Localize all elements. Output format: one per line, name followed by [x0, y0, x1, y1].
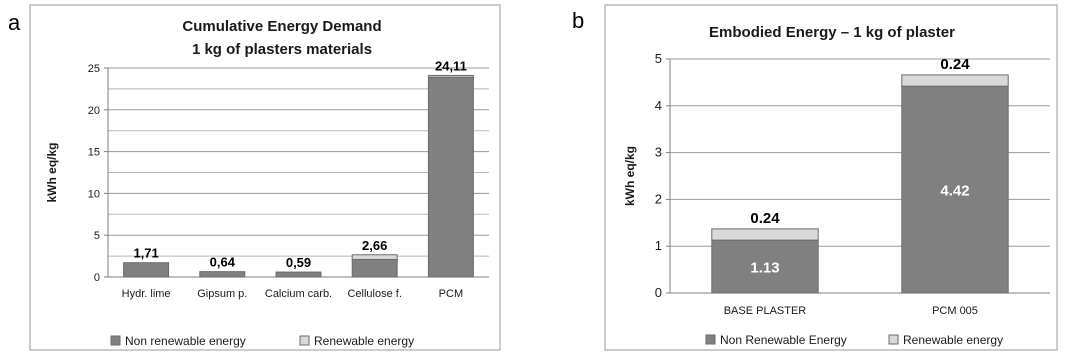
- data-label-total-hydr-lime: 1,71: [133, 246, 158, 261]
- bar-calcium-carb-non-renewable-energy: [275, 271, 322, 278]
- y-axis-label: kWh eq/kg: [623, 146, 637, 206]
- legend-label-renewable-energy: Renewable energy: [903, 333, 1003, 347]
- bar-pcm-005-renewable-energy: [901, 74, 1009, 87]
- bar-base-plaster-non-renewable-energy: [711, 239, 819, 294]
- legend-label-renewable-energy: Renewable energy: [314, 334, 414, 348]
- legend-swatch-renewable-energy: [888, 334, 899, 345]
- legend-swatch-renewable-energy: [299, 335, 310, 346]
- legend-label-non-renewable-energy: Non renewable energy: [125, 334, 246, 348]
- data-label-pcm-005-non-renewable-energy: 4.42: [940, 183, 969, 200]
- x-category-label-calcium-carb: Calcium carb.: [265, 288, 332, 300]
- ytick-label-3: 3: [655, 145, 662, 160]
- panel-letter-b: b: [572, 8, 585, 33]
- x-category-label-pcm-005: PCM 005: [932, 305, 978, 317]
- ytick-label-25: 25: [88, 63, 100, 75]
- x-category-label-gipsum-p: Gipsum p.: [197, 288, 247, 300]
- ytick-label-2: 2: [655, 191, 662, 206]
- x-category-label-cellulose-f: Cellulose f.: [347, 288, 401, 300]
- data-label-total-calcium-carb: 0,59: [286, 255, 311, 270]
- x-category-label-pcm: PCM: [439, 288, 463, 300]
- data-label-base-plaster-non-renewable-energy: 1.13: [750, 260, 779, 277]
- ytick-label-20: 20: [88, 105, 100, 117]
- panel-letter-a: a: [8, 10, 21, 35]
- bar-pcm-005-non-renewable-energy: [901, 85, 1009, 294]
- ytick-label-5: 5: [655, 51, 662, 66]
- y-axis-label: kWh eq/kg: [45, 142, 59, 202]
- data-label-pcm-005-renewable-energy: 0.24: [940, 56, 970, 73]
- bar-hydr-lime-non-renewable-energy: [123, 262, 170, 278]
- bar-pcm-non-renewable-energy: [427, 76, 474, 278]
- ytick-label-0: 0: [94, 272, 100, 284]
- bar-pcm-renewable-energy: [427, 74, 474, 78]
- data-label-total-gipsum-p: 0,64: [210, 255, 236, 270]
- chart-title-line-1: Embodied Energy – 1 kg of plaster: [709, 24, 955, 41]
- ytick-label-1: 1: [655, 238, 662, 253]
- x-category-label-hydr-lime: Hydr. lime: [122, 288, 171, 300]
- legend-swatch-non-renewable-energy: [110, 335, 121, 346]
- ytick-label-0: 0: [655, 285, 662, 300]
- ytick-label-10: 10: [88, 188, 100, 200]
- chart-title-line-1: Cumulative Energy Demand: [182, 18, 381, 35]
- legend-label-non-renewable-energy: Non Renewable Energy: [720, 333, 847, 347]
- chart-title-line-2: 1 kg of plasters materials: [192, 41, 372, 58]
- data-label-total-cellulose-f: 2,66: [362, 238, 387, 253]
- ytick-label-15: 15: [88, 147, 100, 159]
- x-category-label-base-plaster: BASE PLASTER: [724, 305, 807, 317]
- bar-gipsum-p-non-renewable-energy: [199, 271, 246, 278]
- bar-base-plaster-renewable-energy: [711, 228, 819, 241]
- bar-cellulose-f-renewable-energy: [351, 254, 398, 260]
- data-label-total-pcm: 24,11: [435, 58, 467, 73]
- ytick-label-4: 4: [655, 98, 662, 113]
- legend-swatch-non-renewable-energy: [705, 334, 716, 345]
- ytick-label-5: 5: [94, 230, 100, 242]
- data-label-base-plaster-renewable-energy: 0.24: [750, 210, 780, 227]
